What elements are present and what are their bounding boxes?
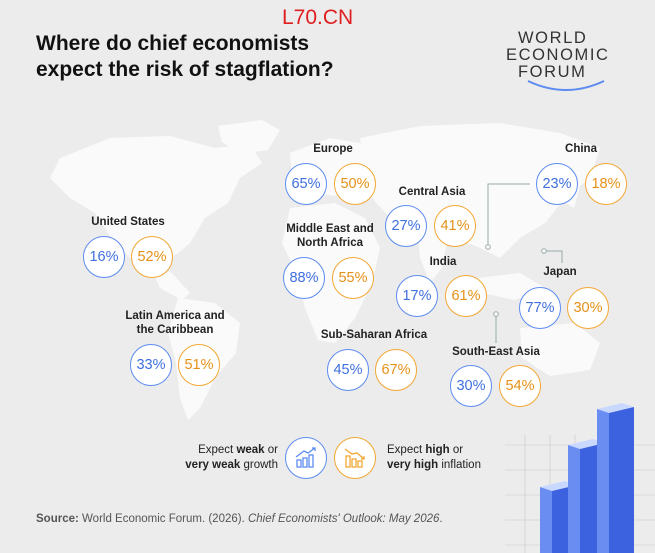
rising-bar-chart-icon	[334, 437, 376, 479]
legend-inflation-bold2: very high	[387, 459, 439, 471]
central-asia-weak-growth: 27%	[385, 205, 427, 247]
region-label-japan: Japan	[543, 266, 577, 278]
wef-logo: WORLD ECONOMIC FORUM	[506, 30, 626, 93]
legend-inflation-bold1: high	[425, 444, 450, 456]
legend-growth-bold2: very weak	[185, 459, 241, 471]
china-high-inflation: 18%	[585, 163, 627, 205]
legend-growth-post: growth	[240, 459, 278, 471]
china-leader-dot	[485, 244, 491, 250]
sub-saharan-africa-weak-growth: 45%	[327, 349, 369, 391]
declining-bar-chart-icon-graphic	[295, 447, 316, 468]
legend-inflation-text: Expect high or very high inflation	[387, 443, 507, 473]
logo-line-2: ECONOMIC	[506, 46, 610, 64]
india-weak-growth: 17%	[396, 275, 438, 317]
southeast-asia-weak-growth: 30%	[450, 365, 492, 407]
japan-leader-dot	[541, 248, 547, 254]
map-greenland	[218, 120, 280, 154]
map-north-america	[50, 136, 262, 266]
region-label-latin-america: Latin America and the Caribbean	[110, 309, 240, 337]
source-text: World Economic Forum. (2026).	[78, 513, 248, 525]
latin-america-high-inflation: 51%	[178, 344, 220, 386]
southeast-asia-leader-dot	[493, 311, 499, 317]
legend-inflation-post: inflation	[438, 459, 481, 471]
china-weak-growth: 23%	[536, 163, 578, 205]
region-label-india: India	[429, 256, 457, 268]
source-end: .	[439, 513, 443, 525]
chart-title: Where do chief economists expect the ris…	[36, 31, 334, 83]
europe-high-inflation: 50%	[334, 163, 376, 205]
logo-line-3: FORUM	[518, 63, 587, 81]
sub-saharan-africa-high-inflation: 67%	[375, 349, 417, 391]
legend-growth-text: Expect weak or very weak growth	[168, 443, 278, 473]
region-label-central-asia: Central Asia	[398, 186, 466, 198]
map-africa	[282, 203, 380, 343]
region-label-middle-east: Middle East and North Africa	[278, 222, 382, 250]
legend-inflation-pre: Expect	[387, 444, 426, 456]
japan-leader-line	[546, 250, 563, 263]
legend-inflation-mid: or	[449, 444, 464, 456]
central-asia-high-inflation: 41%	[434, 205, 476, 247]
japan-weak-growth: 77%	[519, 287, 561, 329]
source-note: Source: World Economic Forum. (2026). Ch…	[36, 513, 443, 525]
southeast-asia-high-inflation: 54%	[499, 365, 541, 407]
legend-growth-pre: Expect	[198, 444, 237, 456]
rising-bar-chart-icon-graphic	[344, 448, 365, 468]
latin-america-weak-growth: 33%	[130, 344, 172, 386]
china-leader-line	[487, 183, 530, 245]
india-high-inflation: 61%	[445, 275, 487, 317]
watermark: L70.CN	[282, 6, 354, 29]
legend-growth-mid: or	[264, 444, 278, 456]
title-line-2: expect the risk of stagflation?	[36, 58, 334, 81]
source-publication: Chief Economists' Outlook: May 2026	[247, 513, 440, 525]
region-label-china: China	[565, 143, 597, 155]
source-label: Source:	[36, 513, 79, 525]
map-australia	[520, 323, 600, 376]
united-states-high-inflation: 52%	[131, 236, 173, 278]
region-label-united-states: United States	[91, 216, 165, 228]
logo-arc-icon	[527, 80, 605, 91]
japan-high-inflation: 30%	[567, 287, 609, 329]
region-label-europe: Europe	[313, 143, 353, 155]
decorative-bars-graphic	[505, 403, 655, 553]
middle-east-high-inflation: 55%	[332, 257, 374, 299]
middle-east-weak-growth: 88%	[283, 257, 325, 299]
title-line-1: Where do chief economists	[36, 32, 310, 55]
declining-bar-chart-icon	[285, 437, 327, 479]
region-label-southeast-asia: South-East Asia	[452, 346, 540, 358]
latin-america-name: Latin America and the Caribbean	[125, 310, 225, 336]
region-label-sub-saharan-africa: Sub-Saharan Africa	[320, 329, 428, 341]
logo-line-1: WORLD	[518, 29, 588, 47]
map-india	[418, 233, 448, 283]
middle-east-name: Middle East and North Africa	[286, 223, 374, 249]
legend-growth-bold1: weak	[236, 444, 265, 456]
united-states-weak-growth: 16%	[83, 236, 125, 278]
europe-weak-growth: 65%	[285, 163, 327, 205]
